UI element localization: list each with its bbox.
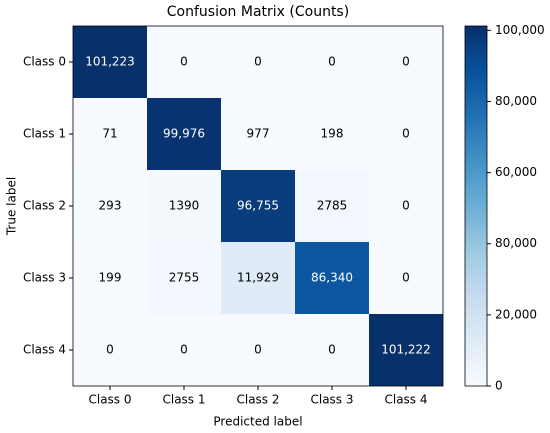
x-tick-label: Class 0 (88, 393, 131, 407)
cell-label: 0 (402, 127, 410, 141)
heatmap-cell (147, 242, 221, 314)
cell-label: 71 (102, 127, 117, 141)
cell-label: 101,223 (85, 55, 135, 69)
cell-label: 198 (321, 127, 344, 141)
x-axis-label: Predicted label (213, 415, 302, 429)
heatmap-cell (147, 98, 221, 170)
heatmap-cell (221, 98, 295, 170)
cell-label: 0 (254, 343, 262, 357)
cell-label: 0 (180, 55, 188, 69)
heatmap-cell (295, 26, 369, 98)
cell-label: 96,755 (237, 199, 279, 213)
cell-label: 0 (328, 343, 336, 357)
y-tick-label: Class 1 (23, 127, 66, 141)
heatmap-cell (221, 314, 295, 386)
cell-label: 0 (106, 343, 114, 357)
cell-label: 86,340 (311, 271, 353, 285)
heatmap-cell (73, 242, 147, 314)
colorbar-tick-label: 0 (495, 379, 503, 393)
colorbar-tick-label: 80,000 (495, 236, 537, 250)
colorbar-tick-label: 20,000 (495, 307, 537, 321)
chart-title: Confusion Matrix (Counts) (167, 4, 349, 20)
cell-label: 0 (402, 55, 410, 69)
heatmap-cell (369, 170, 443, 242)
cell-label: 99,976 (163, 127, 205, 141)
y-tick-label: Class 2 (23, 199, 66, 213)
y-tick-label: Class 3 (23, 271, 66, 285)
colorbar (464, 25, 488, 387)
heatmap-cell (147, 170, 221, 242)
heatmap-cell (369, 26, 443, 98)
cell-label: 0 (180, 343, 188, 357)
heatmap-cell (295, 170, 369, 242)
cell-label: 0 (402, 271, 410, 285)
heatmap-cell (295, 314, 369, 386)
cell-label: 2785 (317, 199, 348, 213)
x-tick-label: Class 2 (236, 393, 279, 407)
heatmap-cell (369, 98, 443, 170)
cell-label: 199 (99, 271, 122, 285)
heatmap-cell (221, 170, 295, 242)
heatmap-cell (73, 98, 147, 170)
cell-label: 977 (247, 127, 270, 141)
x-tick-label: Class 3 (310, 393, 353, 407)
cell-label: 1390 (169, 199, 200, 213)
colorbar-tick-label: 60,000 (495, 165, 537, 179)
colorbar-tick-label: 100,000 (495, 23, 545, 37)
cell-label: 2755 (169, 271, 200, 285)
heatmap-cell (295, 98, 369, 170)
heatmap-cell (147, 26, 221, 98)
heatmap-cell (73, 170, 147, 242)
x-tick-label: Class 4 (384, 393, 427, 407)
heatmap-cell (73, 26, 147, 98)
heatmap-cell (73, 314, 147, 386)
cell-label: 11,929 (237, 271, 279, 285)
colorbar-tick-label: 80,000 (495, 94, 537, 108)
y-axis-label: True label (5, 177, 19, 236)
heatmap-cell (221, 26, 295, 98)
x-tick-label: Class 1 (162, 393, 205, 407)
y-tick-label: Class 0 (23, 55, 66, 69)
heatmap-cell (369, 314, 443, 386)
cell-label: 0 (328, 55, 336, 69)
cell-label: 101,222 (381, 343, 431, 357)
cell-label: 293 (99, 199, 122, 213)
heatmap-cell (147, 314, 221, 386)
cell-label: 0 (254, 55, 262, 69)
heatmap-cell (221, 242, 295, 314)
y-tick-label: Class 4 (23, 343, 66, 357)
heatmap-cell (295, 242, 369, 314)
heatmap-cell (369, 242, 443, 314)
cell-label: 0 (402, 199, 410, 213)
